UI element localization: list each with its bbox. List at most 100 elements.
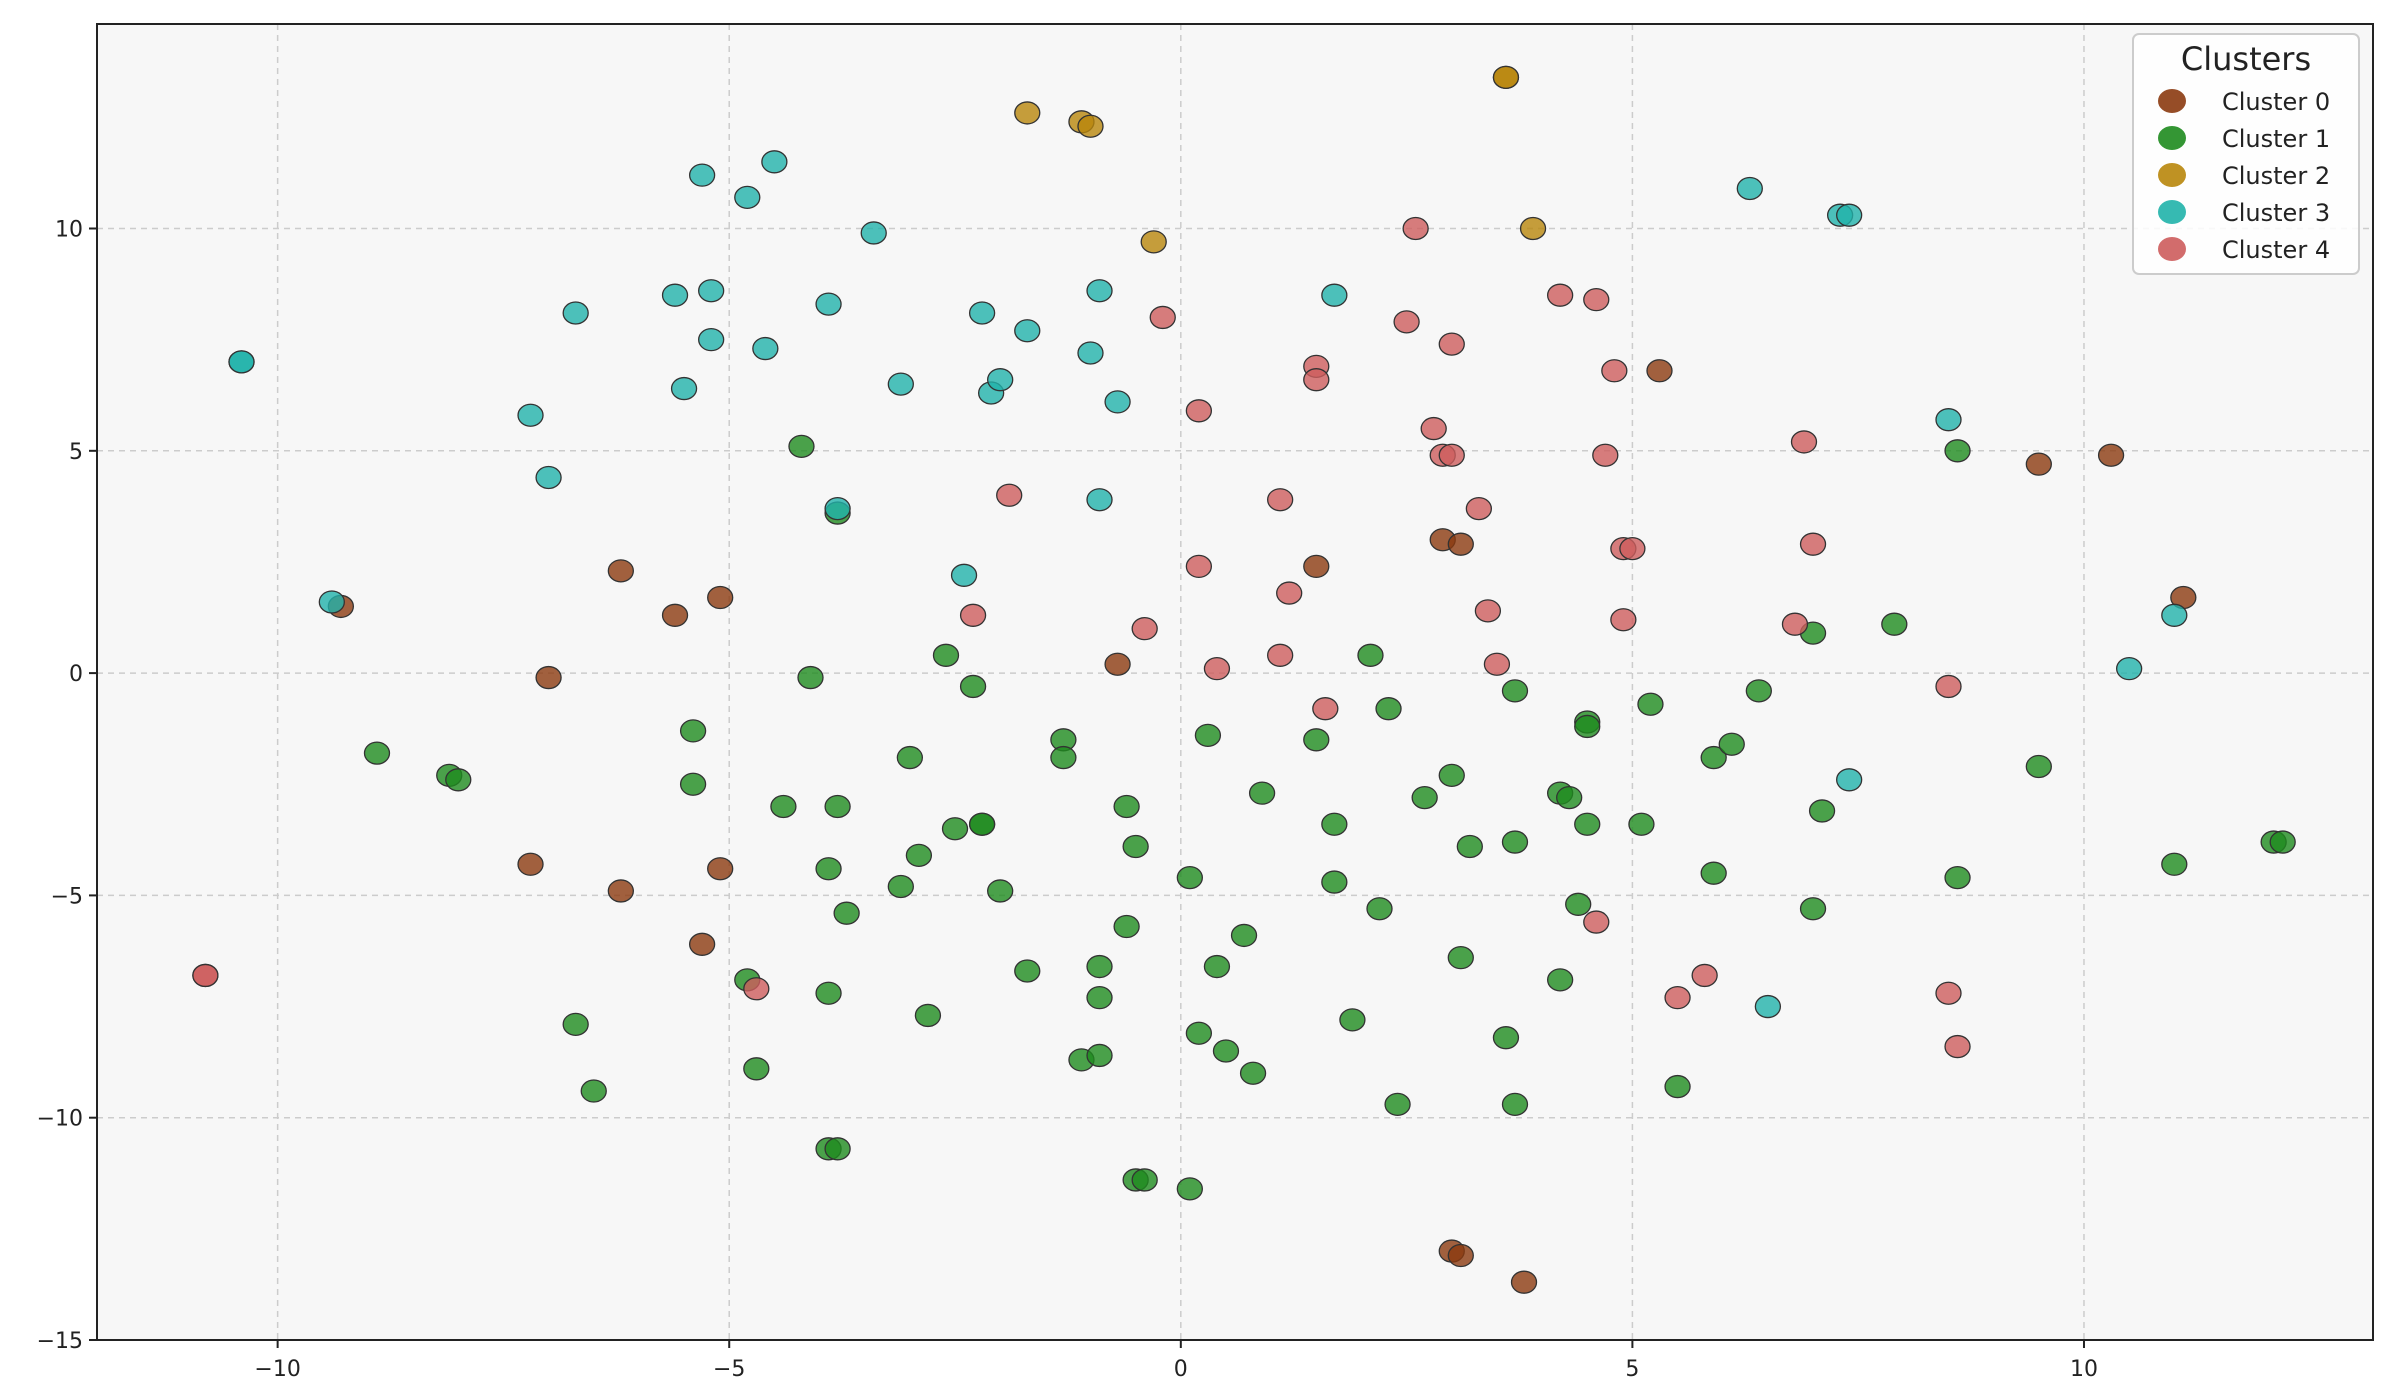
data-point — [2025, 754, 2052, 779]
data-point — [1122, 834, 1149, 859]
data-point — [932, 643, 960, 667]
data-point — [1808, 799, 1836, 823]
data-point — [1104, 652, 1131, 676]
data-point — [580, 1079, 607, 1103]
data-point — [2269, 830, 2296, 854]
data-point — [2115, 657, 2143, 681]
data-point — [1357, 643, 1384, 667]
data-point — [1519, 216, 1547, 241]
x-tick-label: 0 — [1174, 1357, 1188, 1382]
data-point — [896, 745, 924, 770]
plot-frame — [96, 23, 2374, 1341]
data-point — [1393, 310, 1420, 334]
data-point — [1248, 781, 1276, 805]
data-point — [1131, 1168, 1158, 1192]
data-point — [743, 977, 770, 1001]
data-point — [1438, 763, 1465, 788]
data-point — [363, 741, 391, 765]
data-point — [1781, 612, 1809, 636]
data-point — [1239, 1061, 1267, 1085]
data-point — [1501, 830, 1529, 854]
data-point — [887, 372, 914, 396]
data-point — [1014, 959, 1041, 983]
data-point — [1610, 608, 1637, 632]
data-point — [707, 585, 734, 610]
data-point — [1510, 1270, 1538, 1294]
x-axis-ticks: −10 −5 0 5 10 — [254, 1340, 2098, 1382]
y-tick-label: 0 — [69, 662, 83, 687]
data-point — [1556, 785, 1583, 810]
data-point — [1583, 910, 1610, 934]
data-point — [987, 879, 1014, 903]
data-point — [1321, 870, 1348, 894]
data-point — [535, 465, 562, 490]
data-point — [1077, 114, 1104, 138]
data-point — [1185, 399, 1213, 423]
data-point — [1149, 305, 1176, 330]
y-tick-label: 5 — [69, 440, 83, 465]
legend-title: Clusters — [2181, 40, 2311, 78]
series-cluster-0 — [327, 359, 2197, 1294]
data-point — [1113, 794, 1140, 819]
data-point — [887, 874, 914, 899]
data-point — [1303, 728, 1330, 752]
y-tick-label: −10 — [37, 1107, 83, 1132]
legend-label: Cluster 1 — [2222, 125, 2330, 153]
data-point — [1700, 861, 1727, 885]
data-point — [1664, 986, 1691, 1010]
data-point — [987, 368, 1014, 392]
data-point — [1718, 732, 1745, 756]
data-point — [679, 719, 707, 743]
legend-marker — [2158, 163, 2186, 187]
data-point — [1014, 101, 1041, 125]
data-point — [1375, 697, 1402, 721]
data-point — [797, 665, 824, 690]
data-point — [1203, 657, 1231, 681]
data-point — [1086, 279, 1113, 303]
data-point — [1836, 768, 1863, 792]
data-point — [824, 1137, 851, 1161]
series-cluster-2 — [1014, 65, 1547, 254]
data-point — [1492, 65, 1520, 90]
data-point — [815, 981, 842, 1005]
legend-label: Cluster 0 — [2222, 88, 2330, 116]
y-tick-label: −5 — [51, 884, 83, 909]
data-point — [1546, 968, 1574, 992]
data-point — [1700, 745, 1727, 770]
data-point — [1691, 963, 1718, 988]
data-point — [1664, 1074, 1691, 1099]
data-point — [1799, 897, 1827, 921]
legend-items: Cluster 0 Cluster 1 Cluster 2 Cluster 3 Clus… — [2158, 88, 2330, 264]
data-point — [2025, 452, 2052, 476]
data-point — [1619, 536, 1646, 561]
data-point — [761, 150, 788, 174]
data-point — [1203, 954, 1231, 979]
data-point — [1935, 981, 1962, 1005]
data-point — [318, 590, 345, 614]
data-point — [1086, 1043, 1113, 1068]
scatter-points — [192, 65, 2296, 1294]
data-point — [1447, 1243, 1474, 1268]
data-point — [1546, 283, 1574, 307]
data-point — [1601, 359, 1628, 383]
data-point — [535, 665, 562, 690]
data-point — [815, 857, 842, 881]
data-point — [824, 496, 851, 521]
data-point — [1212, 1039, 1240, 1063]
data-point — [1303, 368, 1330, 392]
data-point — [698, 279, 725, 303]
data-point — [1420, 416, 1447, 441]
x-tick-label: −10 — [254, 1357, 300, 1382]
data-point — [1447, 945, 1474, 970]
data-point — [607, 879, 634, 903]
data-point — [1077, 341, 1104, 365]
data-point — [1303, 554, 1330, 579]
data-point — [914, 1003, 942, 1028]
data-point — [1574, 812, 1601, 836]
data-point — [661, 603, 689, 627]
data-point — [1754, 994, 1782, 1019]
x-tick-label: −5 — [713, 1357, 745, 1382]
data-point — [517, 403, 544, 427]
data-point — [1113, 914, 1140, 939]
